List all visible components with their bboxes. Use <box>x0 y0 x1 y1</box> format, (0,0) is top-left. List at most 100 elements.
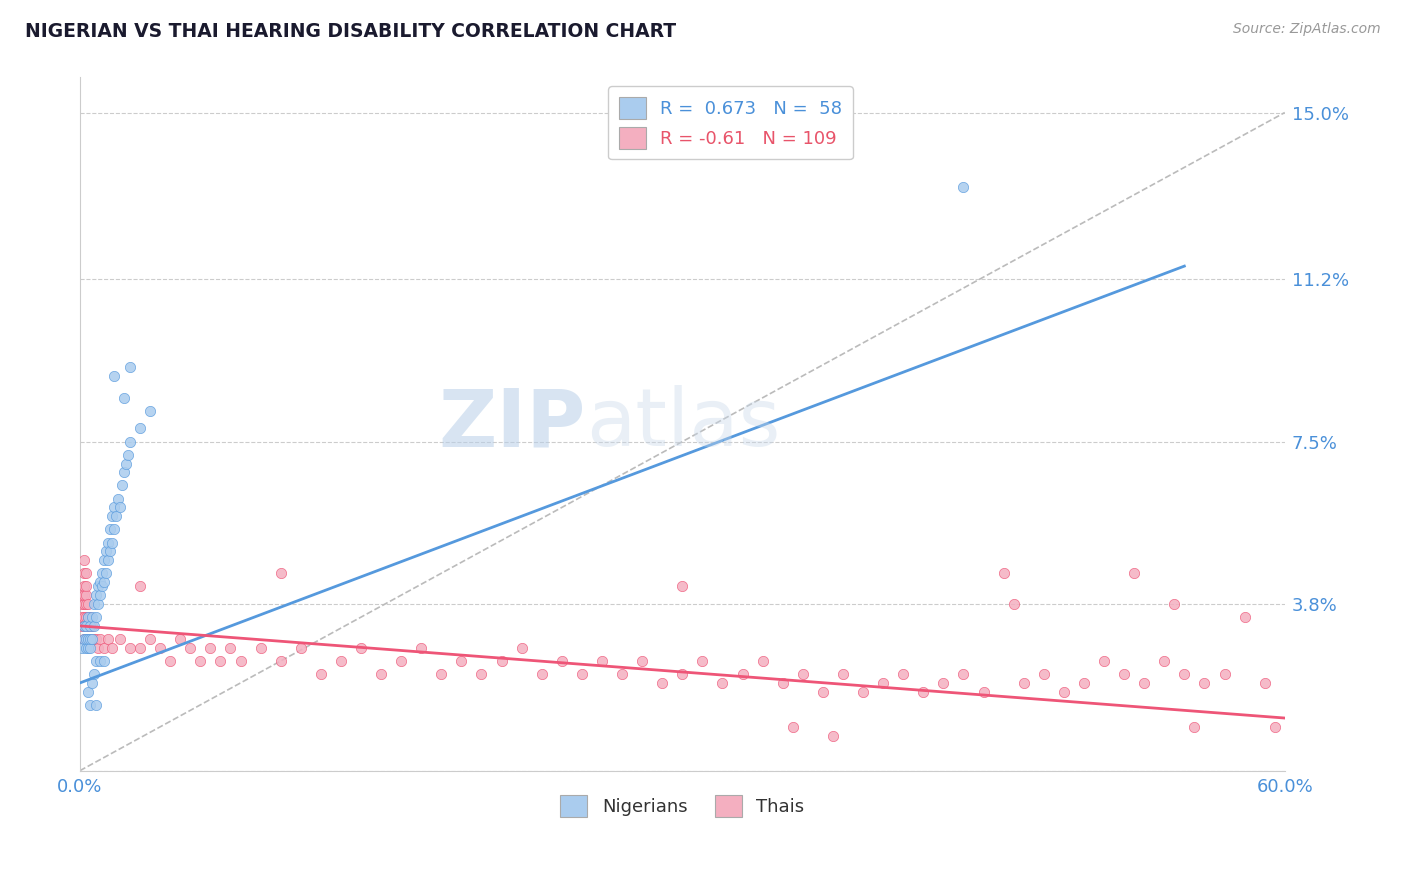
Point <box>79 640 101 655</box>
Point <box>93 640 115 655</box>
Point <box>70 610 93 624</box>
Point <box>70 640 93 655</box>
Point <box>79 698 101 712</box>
Point <box>77 640 100 655</box>
Point <box>101 640 124 655</box>
Point <box>70 588 93 602</box>
Point <box>1163 597 1185 611</box>
Point <box>952 667 974 681</box>
Point <box>79 610 101 624</box>
Point <box>73 553 96 567</box>
Point <box>89 632 111 646</box>
Point <box>1264 720 1286 734</box>
Point <box>671 667 693 681</box>
Point <box>84 654 107 668</box>
Point <box>75 632 97 646</box>
Point <box>75 566 97 581</box>
Point <box>1133 676 1156 690</box>
Text: ZIP: ZIP <box>439 385 586 463</box>
Point <box>73 619 96 633</box>
Point <box>129 640 152 655</box>
Point <box>1032 667 1054 681</box>
Point <box>290 640 312 655</box>
Point <box>75 579 97 593</box>
Point <box>270 566 292 581</box>
Point <box>591 654 613 668</box>
Point <box>450 654 472 668</box>
Legend: Nigerians, Thais: Nigerians, Thais <box>553 788 811 824</box>
Point <box>912 684 935 698</box>
Point <box>631 654 654 668</box>
Point <box>94 566 117 581</box>
Point <box>93 553 115 567</box>
Text: atlas: atlas <box>586 385 780 463</box>
Point <box>1194 676 1216 690</box>
Point <box>75 597 97 611</box>
Point <box>98 544 121 558</box>
Point <box>103 368 125 383</box>
Point <box>179 640 201 655</box>
Point <box>80 676 103 690</box>
Point <box>209 654 232 668</box>
Point <box>229 654 252 668</box>
Point <box>108 500 131 515</box>
Point <box>77 684 100 698</box>
Point <box>77 610 100 624</box>
Point <box>1012 676 1035 690</box>
Point <box>77 632 100 646</box>
Point <box>112 466 135 480</box>
Point <box>111 478 134 492</box>
Point <box>103 500 125 515</box>
Point <box>1123 566 1146 581</box>
Point <box>89 574 111 589</box>
Point <box>73 632 96 646</box>
Point <box>75 619 97 633</box>
Point <box>370 667 392 681</box>
Point <box>149 640 172 655</box>
Point <box>79 632 101 646</box>
Point <box>73 619 96 633</box>
Point <box>350 640 373 655</box>
Point <box>610 667 633 681</box>
Point <box>1182 720 1205 734</box>
Point <box>491 654 513 668</box>
Point <box>97 535 120 549</box>
Point <box>89 654 111 668</box>
Point <box>89 588 111 602</box>
Point <box>190 654 212 668</box>
Point <box>73 610 96 624</box>
Point <box>671 579 693 593</box>
Point <box>107 491 129 506</box>
Point <box>80 619 103 633</box>
Point <box>94 544 117 558</box>
Point <box>1092 654 1115 668</box>
Point <box>872 676 894 690</box>
Point <box>117 448 139 462</box>
Point <box>952 180 974 194</box>
Point <box>821 729 844 743</box>
Point <box>101 509 124 524</box>
Point <box>84 632 107 646</box>
Point <box>73 579 96 593</box>
Point <box>219 640 242 655</box>
Point <box>329 654 352 668</box>
Point <box>1213 667 1236 681</box>
Point <box>129 421 152 435</box>
Point <box>772 676 794 690</box>
Point <box>1114 667 1136 681</box>
Point <box>73 632 96 646</box>
Point <box>309 667 332 681</box>
Point <box>530 667 553 681</box>
Point <box>77 632 100 646</box>
Point <box>731 667 754 681</box>
Point <box>87 597 110 611</box>
Point <box>77 610 100 624</box>
Point <box>75 619 97 633</box>
Point <box>83 619 105 633</box>
Point <box>83 667 105 681</box>
Point <box>470 667 492 681</box>
Point <box>1073 676 1095 690</box>
Point <box>169 632 191 646</box>
Point <box>70 619 93 633</box>
Point <box>120 359 142 374</box>
